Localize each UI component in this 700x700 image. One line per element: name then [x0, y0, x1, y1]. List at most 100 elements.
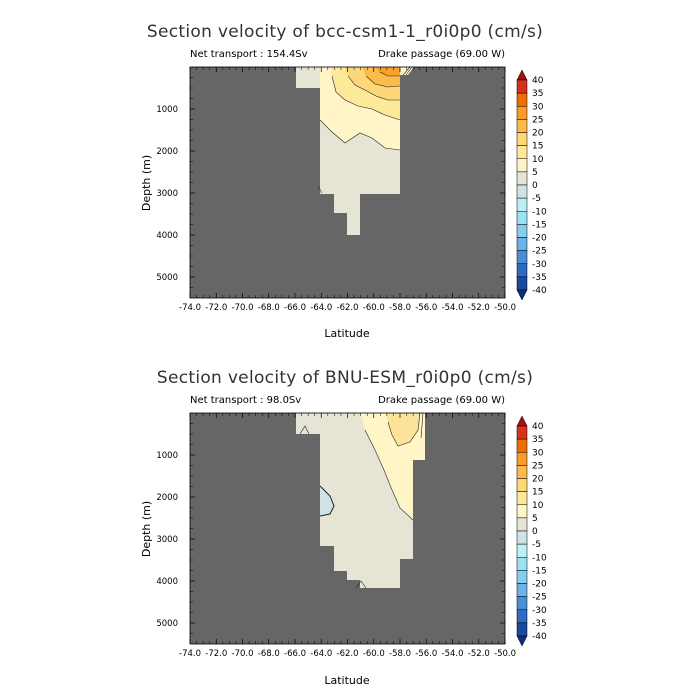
- contour-fill-30: [375, 67, 400, 76]
- colorbar-swatch: [516, 171, 528, 186]
- colorbar-swatch: [516, 609, 528, 624]
- colorbar-label: 25: [532, 461, 543, 471]
- colorbar-label: 40: [532, 76, 544, 86]
- colorbar-swatch: [516, 491, 528, 505]
- x-tick-label: -52.0: [468, 303, 490, 313]
- colorbar-label: 25: [532, 115, 543, 125]
- colorbar-swatch: [516, 570, 528, 584]
- colorbar-label: 5: [532, 514, 538, 524]
- y-tick-label: 1000: [156, 105, 178, 115]
- y-tick-label: 4000: [156, 577, 178, 587]
- x-tick-label: -68.0: [258, 303, 280, 313]
- colorbar-swatch: [516, 504, 528, 519]
- colorbar-swatch: [516, 92, 528, 107]
- colorbar-label: 30: [532, 448, 544, 458]
- y-tick-label: 1000: [156, 451, 178, 461]
- y-axis-label: Depth (m): [140, 155, 153, 211]
- colorbar-label: 40: [532, 422, 544, 432]
- x-tick-label: -62.0: [337, 303, 359, 313]
- colorbar-swatch: [516, 211, 528, 225]
- y-tick-label: 3000: [156, 189, 178, 199]
- colorbar-label: 0: [532, 527, 538, 537]
- x-tick-label: -58.0: [389, 303, 411, 313]
- x-tick-label: -58.0: [389, 649, 411, 659]
- x-tick-label: -56.0: [415, 649, 437, 659]
- plot-area: [189, 412, 506, 645]
- colorbar-top-arrow: [516, 69, 528, 81]
- colorbar-swatch: [516, 224, 528, 238]
- colorbar-label: 10: [532, 155, 544, 165]
- y-tick-label: 5000: [156, 619, 178, 629]
- colorbar-swatch: [516, 452, 528, 466]
- x-tick-label: -70.0: [232, 649, 254, 659]
- colorbar-swatch: [516, 478, 528, 492]
- colorbar-swatch: [516, 79, 528, 94]
- y-tick-label: 4000: [156, 231, 178, 241]
- colorbar-swatch: [516, 517, 528, 532]
- colorbar-swatch: [516, 622, 528, 637]
- contour-fill-neg: [320, 486, 334, 516]
- colorbar-swatch: [516, 596, 528, 610]
- colorbar-swatch: [516, 557, 528, 571]
- x-tick-label: -70.0: [232, 303, 254, 313]
- x-tick-label: -50.0: [494, 649, 516, 659]
- colorbar-swatch: [516, 250, 528, 264]
- x-tick-label: -52.0: [468, 649, 490, 659]
- colorbar-label: -35: [532, 619, 547, 629]
- plot-area: [189, 66, 506, 299]
- colorbar-label: -15: [532, 220, 547, 230]
- y-tick-label: 5000: [156, 273, 178, 283]
- y-axis-label: Depth (m): [140, 501, 153, 557]
- x-tick-label: -62.0: [337, 649, 359, 659]
- colorbar-label: 20: [532, 475, 544, 485]
- x-tick-label: -74.0: [179, 303, 201, 313]
- x-tick-label: -66.0: [284, 303, 306, 313]
- colorbar-swatch: [516, 583, 528, 597]
- chart-subtitle-right: Drake passage (69.00 W): [378, 49, 505, 60]
- colorbar-label: -15: [532, 566, 547, 576]
- chart-subtitle-left: Net transport : 98.0Sv: [190, 395, 301, 406]
- colorbar-label: -40: [532, 632, 547, 642]
- x-tick-label: -60.0: [363, 649, 385, 659]
- x-axis: -74.0 -72.0 -70.0 -68.0 -66.0 -64.0 -62.0 -60.0…: [179, 67, 516, 313]
- contour-lines: [317, 66, 413, 194]
- y-axis: 1000 2000 3000 4000 5000: [156, 423, 505, 634]
- colorbar-label: 20: [532, 129, 544, 139]
- colorbar-label: -40: [532, 286, 547, 296]
- colorbar-label: 35: [532, 435, 543, 445]
- colorbar-label: 5: [532, 168, 538, 178]
- colorbar-label: -25: [532, 247, 547, 257]
- x-tick-label: -54.0: [442, 303, 464, 313]
- colorbar-label: -35: [532, 273, 547, 283]
- y-axis: 1000 2000 3000 4000 5000: [156, 77, 505, 288]
- colorbar-label: -30: [532, 606, 547, 616]
- colorbar-label: 15: [532, 142, 543, 152]
- y-tick-label: 2000: [156, 493, 178, 503]
- x-tick-label: -64.0: [310, 649, 332, 659]
- x-tick-label: -66.0: [284, 649, 306, 659]
- chart-title: Section velocity of BNU-ESM_r0i0p0 (cm/s…: [157, 368, 533, 388]
- colorbar-label: 35: [532, 89, 543, 99]
- x-tick-label: -68.0: [258, 649, 280, 659]
- colorbar-swatch: [516, 263, 528, 278]
- chart-title: Section velocity of bcc-csm1-1_r0i0p0 (c…: [147, 22, 543, 42]
- colorbar-swatch: [516, 465, 528, 479]
- colorbar-label: -20: [532, 580, 547, 590]
- colorbar-label: -5: [532, 540, 541, 550]
- x-tick-label: -54.0: [442, 649, 464, 659]
- y-tick-label: 2000: [156, 147, 178, 157]
- chart-subtitle-left: Net transport : 154.4Sv: [190, 49, 308, 60]
- x-axis-label: Latitude: [324, 674, 370, 687]
- colorbar-top-arrow: [516, 415, 528, 427]
- colorbar-label: -10: [532, 207, 547, 217]
- x-tick-label: -74.0: [179, 649, 201, 659]
- chart-panel-top: Section velocity of bcc-csm1-1_r0i0p0 (c…: [140, 22, 547, 340]
- x-tick-label: -72.0: [205, 649, 227, 659]
- colorbar: 40 35 30 25 20 15 10 5 0 -5 -10 -15 -20 -25 -30 -35 -40: [516, 69, 547, 301]
- colorbar-swatch: [516, 184, 528, 199]
- x-tick-label: -56.0: [415, 303, 437, 313]
- colorbar-label: -10: [532, 553, 547, 563]
- colorbar-swatch: [516, 132, 528, 146]
- x-tick-label: -60.0: [363, 303, 385, 313]
